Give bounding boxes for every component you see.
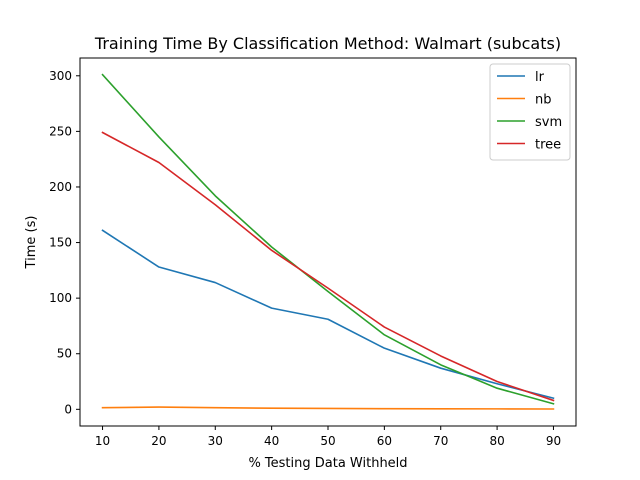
x-axis-ticks: 10 20 30 40 50 60 70 80 90	[95, 426, 561, 448]
legend-box	[489, 63, 571, 161]
y-axis-label: Time (s)	[24, 216, 39, 270]
y-tick-label: 150	[49, 236, 72, 250]
x-tick-label: 40	[264, 434, 279, 448]
x-tick-label: 50	[320, 434, 335, 448]
series-line-lr	[101, 229, 555, 400]
x-tick-label: 60	[377, 434, 392, 448]
legend-label-nb: nb	[535, 93, 552, 108]
legend-label-lr: lr	[535, 70, 545, 85]
legend: lr nb svm tree	[489, 63, 571, 161]
y-axis-ticks: 0 50 100 150 200 250 300	[49, 69, 80, 416]
y-tick-label: 100	[49, 291, 72, 305]
y-tick-label: 200	[49, 180, 72, 194]
x-tick-label: 80	[489, 434, 504, 448]
y-tick-label: 50	[57, 347, 72, 361]
x-axis-label: % Testing Data Withheld	[248, 456, 407, 471]
chart-title: Training Time By Classification Method: …	[94, 34, 561, 53]
series-line-tree	[101, 131, 555, 402]
legend-label-tree: tree	[535, 138, 561, 153]
legend-label-svm: svm	[535, 115, 562, 130]
x-tick-label: 20	[151, 434, 166, 448]
x-tick-label: 10	[95, 434, 110, 448]
series-line-nb	[101, 406, 555, 410]
x-tick-label: 30	[208, 434, 223, 448]
y-tick-label: 250	[49, 124, 72, 138]
series-lines	[101, 73, 555, 410]
x-tick-label: 70	[433, 434, 448, 448]
series-line-svm	[101, 73, 555, 405]
y-tick-label: 300	[49, 69, 72, 83]
y-tick-label: 0	[64, 402, 72, 416]
x-tick-label: 90	[546, 434, 561, 448]
